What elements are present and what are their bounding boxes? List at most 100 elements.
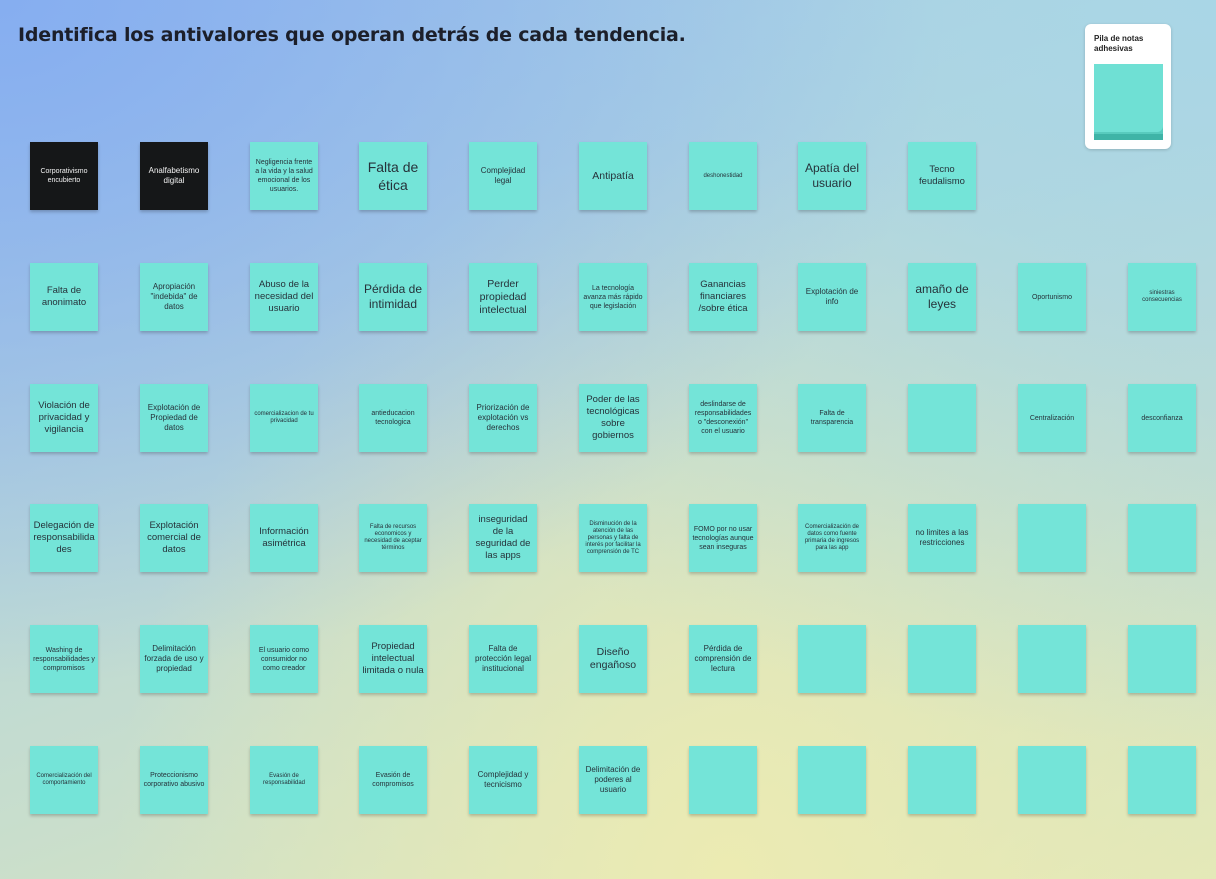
- sticky-note-text: Negligencia frente a la vida y la salud …: [255, 159, 313, 193]
- sticky-note[interactable]: Delimitación forzada de uso y propiedad: [140, 625, 208, 693]
- sticky-note[interactable]: Falta de anonimato: [30, 263, 98, 331]
- sticky-note-text: siniestras consecuencias: [1142, 290, 1182, 303]
- sticky-note[interactable]: Explotación de Propiedad de datos: [140, 384, 208, 452]
- sticky-note[interactable]: Falta de recursos economicos y necesidad…: [359, 504, 427, 572]
- sticky-note-text: Falta de transparencia: [810, 410, 854, 426]
- sticky-note[interactable]: Comercialización del comportamiento: [30, 746, 98, 814]
- sticky-note-text: Explotación comercial de datos: [147, 520, 201, 555]
- sticky-note[interactable]: Poder de las tecnológicas sobre gobierno…: [579, 384, 647, 452]
- sticky-note-text: inseguridad de la seguridad de las apps: [475, 514, 531, 561]
- sticky-note-text: Información asimétrica: [259, 526, 309, 549]
- empty-sticky-note[interactable]: [1128, 746, 1196, 814]
- sticky-note[interactable]: Evasión de compromisos: [359, 746, 427, 814]
- empty-sticky-note[interactable]: [1128, 504, 1196, 572]
- sticky-note[interactable]: Proteccionismo corporativo abusivo: [140, 746, 208, 814]
- sticky-note[interactable]: deslindarse de responsabilidades o "desc…: [689, 384, 757, 452]
- sticky-note-text: Washing de responsabilidades y compromis…: [33, 646, 95, 672]
- sticky-note[interactable]: Explotación de info: [798, 263, 866, 331]
- sticky-note[interactable]: Falta de protección legal institucional: [469, 625, 537, 693]
- sticky-note[interactable]: Antipatía: [579, 142, 647, 210]
- sticky-note-text: Explotación de info: [805, 287, 859, 306]
- empty-sticky-note[interactable]: [1128, 625, 1196, 693]
- empty-sticky-note[interactable]: [1018, 504, 1086, 572]
- empty-sticky-note[interactable]: [908, 746, 976, 814]
- sticky-note-text: Poder de las tecnológicas sobre gobierno…: [586, 394, 640, 441]
- sticky-note[interactable]: Delegación de responsabilidades: [30, 504, 98, 572]
- sticky-note-text: Falta de protección legal institucional: [474, 644, 532, 673]
- sticky-note[interactable]: Diseño engañoso: [579, 625, 647, 693]
- sticky-note-text: Falta de recursos economicos y necesidad…: [364, 524, 422, 551]
- sticky-note-text: Evasión de compromisos: [372, 772, 414, 788]
- empty-sticky-note[interactable]: [1018, 746, 1086, 814]
- sticky-note[interactable]: Apropiación "indebida" de datos: [140, 263, 208, 331]
- sticky-note[interactable]: desconfianza: [1128, 384, 1196, 452]
- sticky-note[interactable]: Negligencia frente a la vida y la salud …: [250, 142, 318, 210]
- sticky-note-text: deslindarse de responsabilidades o "desc…: [694, 401, 752, 435]
- sticky-note[interactable]: Tecno feudalismo: [908, 142, 976, 210]
- sticky-note[interactable]: Explotación comercial de datos: [140, 504, 208, 572]
- sticky-note-text: Analfabetismo digital: [148, 166, 200, 185]
- sticky-note[interactable]: Corporativismo encubierto: [30, 142, 98, 210]
- sticky-note[interactable]: Centralización: [1018, 384, 1086, 452]
- sticky-note[interactable]: Perder propiedad intelectual: [469, 263, 537, 331]
- sticky-note[interactable]: deshonestidad: [689, 142, 757, 210]
- empty-sticky-note[interactable]: [908, 384, 976, 452]
- sticky-note[interactable]: La tecnología avanza más rápido que legi…: [579, 263, 647, 331]
- sticky-note-text: Apatía del usuario: [804, 161, 860, 190]
- sticky-note[interactable]: Violación de privacidad y vigilancia: [30, 384, 98, 452]
- sticky-note[interactable]: El usuario como consumidor no como cread…: [250, 625, 318, 693]
- sticky-note-text: Oportunismo: [1031, 293, 1073, 301]
- sticky-note-text: Corporativismo encubierto: [40, 168, 88, 184]
- sticky-note[interactable]: inseguridad de la seguridad de las apps: [469, 504, 537, 572]
- sticky-note-pile[interactable]: Pila de notas adhesivas: [1085, 24, 1171, 149]
- sticky-note[interactable]: Comercialización de datos como fuente pr…: [798, 504, 866, 572]
- sticky-note[interactable]: Pérdida de intimidad: [359, 263, 427, 331]
- sticky-note[interactable]: Información asimétrica: [250, 504, 318, 572]
- sticky-note[interactable]: Washing de responsabilidades y compromis…: [30, 625, 98, 693]
- sticky-note[interactable]: Falta de ética: [359, 142, 427, 210]
- sticky-note[interactable]: Propiedad intelectual limitada o nula: [359, 625, 427, 693]
- sticky-note[interactable]: Falta de transparencia: [798, 384, 866, 452]
- sticky-note-text: antieducacion tecnologica: [371, 410, 415, 426]
- empty-sticky-note[interactable]: [1018, 625, 1086, 693]
- empty-sticky-note[interactable]: [798, 746, 866, 814]
- sticky-note-text: comercializacion de tu privacidad: [254, 411, 314, 424]
- sticky-note-text: Abuso de la necesidad del usuario: [254, 279, 314, 314]
- empty-sticky-note[interactable]: [798, 625, 866, 693]
- sticky-note-text: Evasión de responsabilidad: [262, 773, 306, 786]
- sticky-note-text: Propiedad intelectual limitada o nula: [362, 641, 424, 676]
- sticky-note[interactable]: Analfabetismo digital: [140, 142, 208, 210]
- empty-sticky-note[interactable]: [689, 746, 757, 814]
- sticky-note[interactable]: Apatía del usuario: [798, 142, 866, 210]
- sticky-note-stack-icon[interactable]: [1094, 64, 1163, 140]
- sticky-note[interactable]: Complejidad legal: [469, 142, 537, 210]
- sticky-note[interactable]: Pérdida de comprensión de lectura: [689, 625, 757, 693]
- sticky-note[interactable]: Complejidad y tecnicismo: [469, 746, 537, 814]
- sticky-note[interactable]: Evasión de responsabilidad: [250, 746, 318, 814]
- sticky-note-text: amaño de leyes: [915, 282, 969, 311]
- sticky-note[interactable]: siniestras consecuencias: [1128, 263, 1196, 331]
- sticky-note[interactable]: Disminución de la atención de las person…: [579, 504, 647, 572]
- sticky-note[interactable]: comercializacion de tu privacidad: [250, 384, 318, 452]
- sticky-note-text: Diseño engañoso: [589, 646, 637, 671]
- sticky-note-text: Delimitación forzada de uso y propiedad: [144, 644, 204, 673]
- sticky-note-text: Tecno feudalismo: [919, 164, 965, 187]
- sticky-note-text: Pérdida de intimidad: [363, 282, 423, 311]
- sticky-note-text: Proteccionismo corporativo abusivo: [143, 772, 205, 788]
- sticky-note-text: Comercialización del comportamiento: [36, 773, 92, 786]
- sticky-note-text: Centralización: [1029, 414, 1075, 422]
- sticky-note-text: desconfianza: [1141, 414, 1183, 422]
- sticky-note[interactable]: no limites a las restricciones: [908, 504, 976, 572]
- sticky-note[interactable]: Ganancias financiares /sobre ética: [689, 263, 757, 331]
- sticky-note-text: La tecnología avanza más rápido que legi…: [583, 284, 643, 310]
- sticky-note[interactable]: Oportunismo: [1018, 263, 1086, 331]
- sticky-note[interactable]: Abuso de la necesidad del usuario: [250, 263, 318, 331]
- pile-label: Pila de notas adhesivas: [1094, 34, 1144, 53]
- sticky-note[interactable]: FOMO por no usar tecnologías aunque sean…: [689, 504, 757, 572]
- sticky-note[interactable]: Delimitación de poderes al usuario: [579, 746, 647, 814]
- sticky-note-text: Disminución de la atención de las person…: [585, 520, 641, 555]
- sticky-note[interactable]: amaño de leyes: [908, 263, 976, 331]
- sticky-note[interactable]: antieducacion tecnologica: [359, 384, 427, 452]
- empty-sticky-note[interactable]: [908, 625, 976, 693]
- sticky-note[interactable]: Priorización de explotación vs derechos: [469, 384, 537, 452]
